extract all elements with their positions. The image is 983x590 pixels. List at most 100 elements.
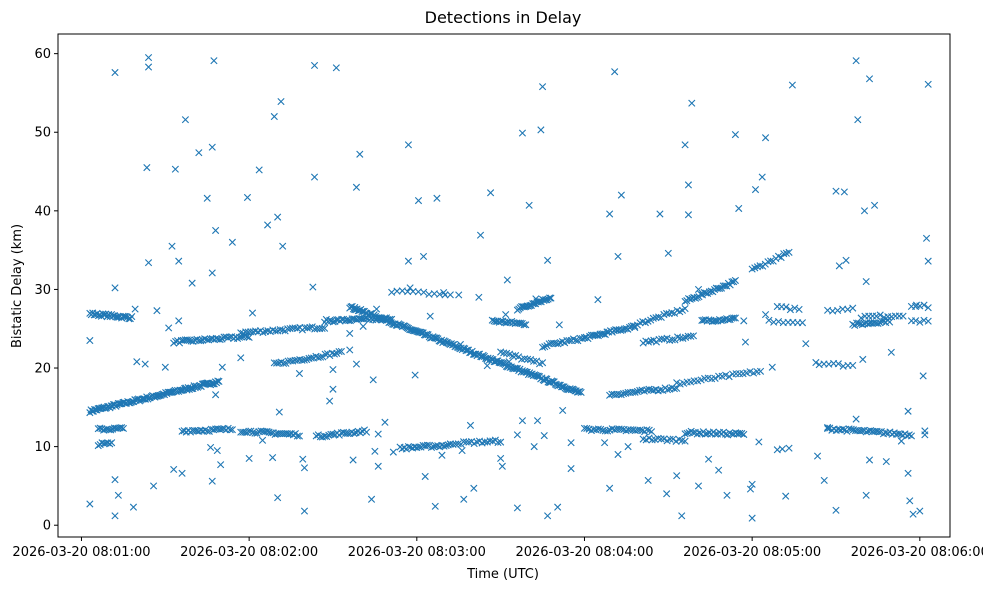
- data-point-marker: [859, 355, 867, 363]
- data-point-marker: [788, 81, 796, 89]
- data-point-marker: [335, 347, 343, 356]
- data-point-marker: [834, 360, 842, 368]
- data-point-marker: [924, 304, 932, 312]
- data-point-marker: [765, 316, 773, 324]
- data-point-marker: [245, 427, 253, 435]
- data-point-marker: [274, 494, 282, 502]
- data-point-marker: [887, 348, 895, 356]
- data-point-marker: [197, 337, 205, 345]
- data-point-marker: [213, 446, 221, 455]
- data-point-marker: [545, 294, 554, 302]
- data-point-marker: [905, 431, 913, 439]
- data-point-marker: [755, 438, 763, 446]
- data-point-marker: [393, 287, 401, 295]
- data-point-marker: [704, 455, 713, 463]
- data-point-marker: [558, 337, 567, 346]
- data-point-marker: [730, 314, 738, 322]
- data-point-marker: [583, 424, 591, 433]
- data-point-marker: [886, 318, 894, 326]
- data-point-marker: [834, 306, 842, 315]
- data-point-marker: [657, 435, 665, 443]
- data-point-marker: [862, 428, 870, 436]
- data-point-marker: [858, 427, 866, 435]
- data-point-marker: [559, 406, 567, 415]
- data-point-marker: [768, 363, 776, 371]
- x-axis-label: Time (UTC): [466, 567, 539, 582]
- data-point-marker: [920, 316, 928, 324]
- data-point-marker: [446, 291, 454, 299]
- data-point-marker: [670, 385, 678, 393]
- data-point-marker: [921, 427, 929, 435]
- data-point-marker: [649, 314, 657, 322]
- y-tick-label: 50: [34, 126, 51, 141]
- data-point-marker: [248, 309, 257, 317]
- data-point-marker: [899, 312, 907, 320]
- data-point-marker: [237, 354, 245, 362]
- data-point-marker: [668, 336, 676, 344]
- data-point-marker: [656, 386, 665, 394]
- data-point-marker: [820, 476, 828, 485]
- data-point-marker: [858, 321, 867, 329]
- data-point-marker: [758, 173, 766, 181]
- data-point-marker: [505, 358, 513, 366]
- data-point-marker: [509, 352, 517, 360]
- data-point-marker: [128, 312, 136, 321]
- data-point-marker: [404, 288, 412, 296]
- y-tick-label: 0: [43, 519, 51, 534]
- data-point-marker: [840, 188, 848, 196]
- data-point-marker: [351, 303, 359, 312]
- data-point-marker: [481, 438, 489, 446]
- data-point-marker: [208, 143, 216, 151]
- data-point-marker: [277, 98, 285, 106]
- data-points: [86, 53, 932, 522]
- data-point-marker: [721, 430, 730, 438]
- data-point-marker: [842, 256, 850, 264]
- data-point-marker: [498, 462, 506, 470]
- data-point-marker: [741, 338, 750, 346]
- data-point-marker: [411, 371, 419, 379]
- data-point-marker: [617, 191, 625, 199]
- data-point-marker: [728, 430, 736, 438]
- x-tick-label: 2026-03-20 08:01:00: [12, 545, 150, 560]
- data-point-marker: [802, 340, 810, 348]
- data-point-marker: [663, 386, 672, 394]
- data-point-marker: [217, 461, 225, 469]
- data-point-marker: [258, 436, 267, 444]
- data-point-marker: [655, 313, 663, 321]
- data-point-marker: [329, 430, 337, 438]
- data-point-marker: [601, 439, 609, 447]
- data-point-marker: [325, 431, 333, 439]
- data-point-marker: [367, 495, 376, 503]
- data-point-marker: [300, 464, 309, 472]
- data-point-marker: [107, 426, 115, 434]
- data-point-marker: [777, 253, 785, 262]
- data-point-marker: [533, 372, 541, 380]
- data-point-marker: [118, 424, 126, 432]
- data-point-marker: [372, 305, 381, 313]
- data-point-marker: [852, 415, 860, 423]
- data-point-marker: [874, 319, 882, 328]
- data-point-marker: [865, 75, 874, 83]
- data-point-marker: [636, 426, 644, 434]
- data-point-marker: [614, 450, 622, 459]
- data-point-marker: [218, 363, 226, 371]
- data-point-marker: [847, 425, 855, 433]
- data-point-marker: [452, 440, 460, 448]
- data-point-marker: [648, 436, 656, 444]
- data-point-marker: [852, 57, 860, 65]
- data-point-marker: [329, 318, 337, 326]
- data-point-marker: [513, 504, 522, 512]
- data-point-marker: [518, 129, 527, 137]
- data-point-marker: [904, 469, 912, 477]
- data-point-marker: [544, 256, 552, 264]
- data-point-marker: [724, 316, 732, 324]
- data-point-marker: [673, 472, 681, 480]
- data-point-marker: [694, 285, 703, 294]
- data-point-marker: [94, 442, 102, 450]
- data-point-marker: [547, 294, 555, 302]
- data-point-marker: [131, 305, 139, 313]
- data-point-marker: [183, 336, 191, 344]
- data-point-marker: [695, 429, 703, 437]
- data-point-marker: [275, 408, 283, 416]
